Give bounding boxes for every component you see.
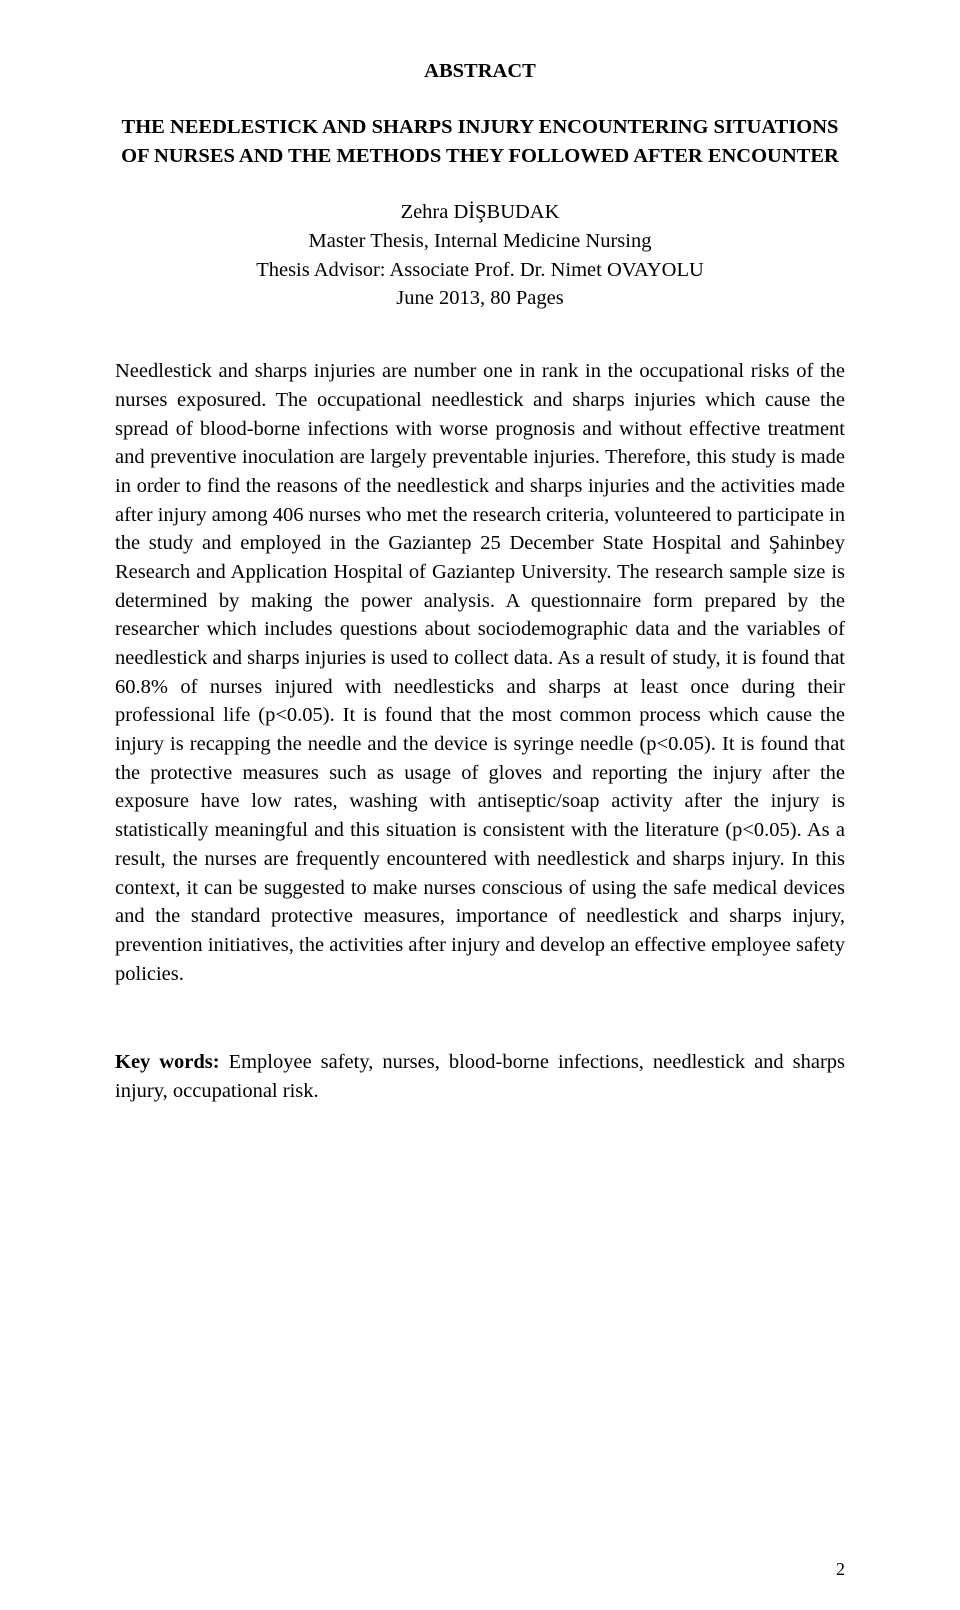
thesis-type: Master Thesis, Internal Medicine Nursing [115,227,845,256]
paper-title: THE NEEDLESTICK AND SHARPS INJURY ENCOUN… [115,113,845,170]
page-number: 2 [836,1559,845,1580]
section-heading: ABSTRACT [115,60,845,83]
keywords-block: Key words: Employee safety, nurses, bloo… [115,1048,845,1105]
author-block: Zehra DİŞBUDAK Master Thesis, Internal M… [115,198,845,313]
abstract-body: Needlestick and sharps injuries are numb… [115,357,845,988]
keywords-text: Employee safety, nurses, blood-borne inf… [115,1051,845,1102]
date-pages: June 2013, 80 Pages [115,284,845,313]
author-name: Zehra DİŞBUDAK [115,198,845,227]
thesis-advisor: Thesis Advisor: Associate Prof. Dr. Nime… [115,256,845,285]
keywords-label: Key words: [115,1051,220,1073]
